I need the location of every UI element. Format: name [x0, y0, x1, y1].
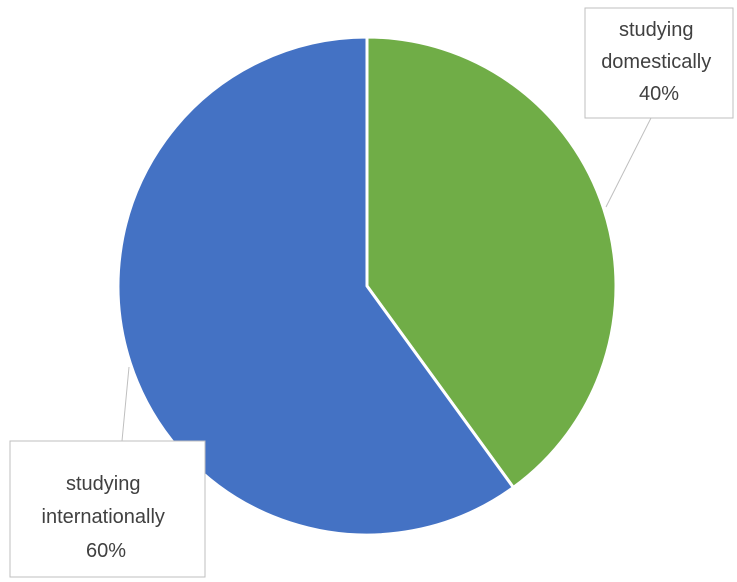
data-label-domestic-line-1: studying: [619, 19, 694, 41]
leader-line-domestic: [605, 117, 652, 208]
pie-slice-studying-internationally: [116, 35, 515, 537]
data-label-international-line-1: studying: [66, 473, 141, 495]
data-label-international-line-3: 60%: [86, 540, 126, 562]
pie-slice-studying-domestically: [365, 35, 618, 489]
data-label-callouts: studying domestically 40% studying inter…: [9, 7, 734, 578]
callout-international: studying internationally 60%: [9, 366, 206, 578]
callout-box-domestic: [584, 7, 734, 119]
data-label-domestic-line-3: 40%: [639, 83, 679, 105]
data-label-domestic: studying domestically 40%: [601, 19, 717, 105]
callout-box-international: [9, 440, 206, 578]
data-label-international: studying internationally 60%: [42, 473, 171, 562]
data-label-domestic-line-2: domestically: [601, 51, 711, 73]
pie-slices: [116, 35, 618, 537]
data-label-international-line-2: internationally: [42, 506, 165, 528]
callout-domestic: studying domestically 40%: [584, 7, 734, 208]
